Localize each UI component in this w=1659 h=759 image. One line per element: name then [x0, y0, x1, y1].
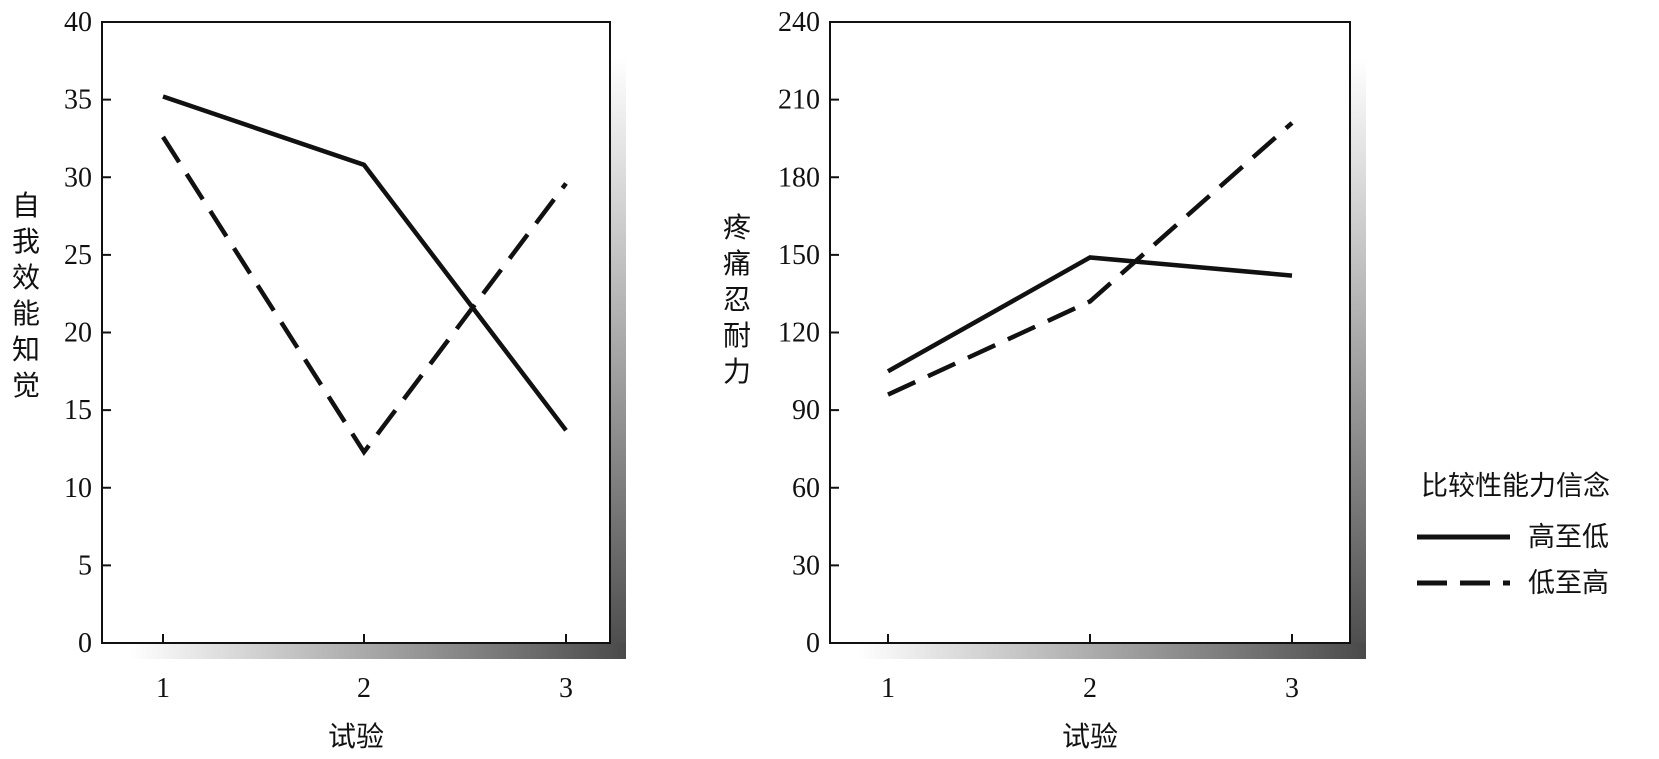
x-tick-label: 1	[881, 673, 895, 704]
chart-left-shadow-right	[610, 58, 626, 659]
chart-left-y-axis-title: 自我效能知觉	[12, 189, 40, 402]
chart-right: 0 30 60 90 120 150 180 210 240 1 2 3 试验 疼痛忍耐力	[723, 7, 1366, 753]
y-tick-label: 150	[778, 240, 820, 271]
y-tick-label: 10	[64, 473, 92, 504]
chart-right-shadow-bottom	[858, 643, 1366, 659]
series-line-dashed	[887, 121, 1294, 397]
series-line-solid	[886, 255, 1293, 374]
y-tick-label: 0	[806, 628, 820, 659]
chart-right-y-axis-title: 疼痛忍耐力	[723, 211, 751, 388]
y-tick-label: 90	[792, 395, 820, 426]
legend-item-label: 低至高	[1528, 568, 1609, 599]
chart-right-plot-frame	[829, 21, 1351, 644]
chart-left-shadow-bottom	[130, 643, 626, 659]
chart-right-x-axis-title: 试验	[1062, 720, 1118, 753]
chart-left: 0 5 10 15 20 25 30 35 40 1 2 3 试验 自我效能知觉	[12, 7, 626, 753]
y-tick-label: 60	[792, 473, 820, 504]
y-tick-label: 180	[778, 162, 820, 193]
x-tick-label: 2	[1083, 673, 1097, 704]
y-tick-label: 5	[78, 550, 92, 581]
series-line-solid	[162, 94, 568, 432]
y-tick-label: 120	[778, 318, 820, 349]
y-tick-label: 240	[778, 7, 820, 38]
y-tick-label: 210	[778, 85, 820, 116]
x-tick-label: 3	[559, 673, 573, 704]
series-line-dashed	[161, 135, 568, 456]
chart-right-series	[886, 121, 1294, 397]
chart-left-plot-frame	[101, 21, 611, 644]
x-tick-label: 1	[156, 673, 170, 704]
chart-left-x-axis: 1 2 3	[156, 634, 573, 704]
y-tick-label: 35	[64, 85, 92, 116]
legend-title: 比较性能力信念	[1421, 471, 1610, 502]
y-tick-label: 30	[64, 162, 92, 193]
y-tick-label: 40	[64, 7, 92, 38]
y-tick-label: 30	[792, 550, 820, 581]
chart-left-x-axis-title: 试验	[328, 720, 384, 753]
chart-right-shadow-right	[1350, 58, 1366, 659]
chart-left-series	[161, 94, 568, 456]
chart-right-y-axis: 0 30 60 90 120 150 180 210 240	[778, 7, 839, 659]
x-tick-label: 3	[1285, 673, 1299, 704]
chart-left-y-axis: 0 5 10 15 20 25 30 35 40	[64, 7, 111, 659]
legend: 比较性能力信念 高至低 低至高	[1417, 471, 1610, 599]
x-tick-label: 2	[357, 673, 371, 704]
y-tick-label: 15	[64, 395, 92, 426]
y-tick-label: 0	[78, 628, 92, 659]
chart-right-x-axis: 1 2 3	[881, 634, 1299, 704]
legend-item-label: 高至低	[1528, 522, 1609, 553]
y-tick-label: 20	[64, 318, 92, 349]
y-tick-label: 25	[64, 240, 92, 271]
